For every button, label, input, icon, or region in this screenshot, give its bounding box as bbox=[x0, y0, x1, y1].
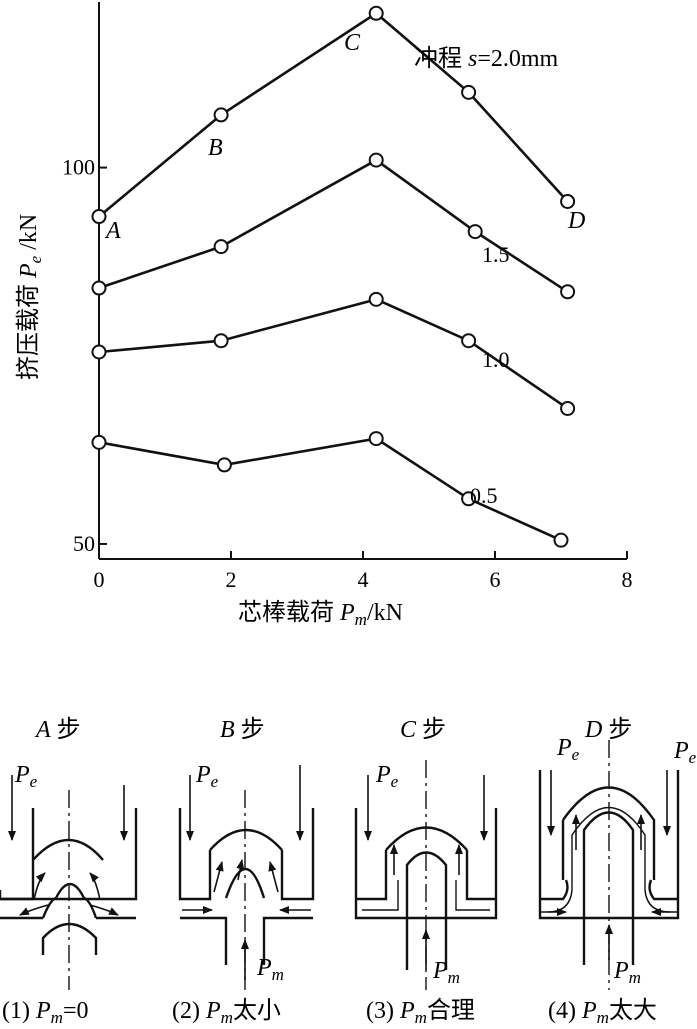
point-label-a: A bbox=[104, 218, 121, 244]
data-point bbox=[91, 434, 107, 450]
data-point bbox=[91, 280, 107, 296]
data-point bbox=[368, 152, 384, 168]
caption-1: (1) Pm=0 bbox=[2, 998, 88, 1027]
diagram-c-pe: Pe bbox=[375, 762, 399, 791]
x-tick-label: 2 bbox=[226, 567, 237, 592]
x-tick-label: 0 bbox=[94, 567, 105, 592]
y-tick-label: 100 bbox=[62, 155, 95, 180]
diagram-c-pm: Pm bbox=[432, 958, 460, 987]
diagram-title-b: B 步 bbox=[220, 716, 265, 743]
caption-2: (2) Pm太小 bbox=[172, 997, 281, 1027]
data-point bbox=[467, 224, 483, 240]
data-point bbox=[368, 431, 384, 447]
diagram-d-pm: Pm bbox=[613, 958, 641, 987]
series-label-0.5: 0.5 bbox=[470, 483, 498, 508]
data-point bbox=[560, 400, 576, 416]
data-point bbox=[368, 5, 384, 21]
stroke-annotation: 冲程 s=2.0mm bbox=[414, 45, 559, 72]
data-point bbox=[213, 239, 229, 255]
data-point bbox=[213, 333, 229, 349]
point-label-b: B bbox=[208, 135, 223, 161]
diagram-a-pe: Pe bbox=[14, 762, 38, 791]
caption-3: (3) Pm合理 bbox=[366, 997, 475, 1027]
caption-4: (4) Pm太大 bbox=[548, 997, 657, 1027]
diagram-title-c: C 步 bbox=[400, 716, 446, 743]
data-point bbox=[461, 333, 477, 349]
point-label-c: C bbox=[344, 30, 361, 56]
data-point bbox=[553, 532, 569, 548]
series-line-1.5 bbox=[98, 158, 569, 293]
diagram-a: Pe bbox=[0, 762, 138, 990]
line-chart: 0 2 4 6 8 100 50 1.5 1.0 0.5 A B C D 冲程 s=2.0… bbox=[15, 2, 633, 629]
series-line-2.0 bbox=[98, 11, 569, 218]
diagram-d-pe-left: Pe bbox=[556, 735, 580, 764]
diagram-title-a: A 步 bbox=[34, 716, 81, 743]
diagram-title-d: D 步 bbox=[584, 716, 632, 743]
data-point bbox=[461, 491, 477, 507]
series-label-1.0: 1.0 bbox=[482, 347, 510, 372]
data-point bbox=[560, 193, 576, 209]
x-tick-label: 4 bbox=[358, 567, 369, 592]
x-tick-label: 8 bbox=[622, 567, 633, 592]
data-point bbox=[368, 291, 384, 307]
diagram-b: Pe Pm bbox=[178, 762, 315, 990]
series-label-1.5: 1.5 bbox=[482, 242, 510, 267]
y-tick-label: 50 bbox=[73, 531, 95, 556]
diagram-c: Pe Pm bbox=[354, 760, 498, 990]
diagram-b-pm: Pm bbox=[256, 955, 284, 984]
data-point bbox=[461, 84, 477, 100]
diagram-d: Pe Pe Pm bbox=[538, 735, 697, 990]
y-axis-label: 挤压载荷 Pe /kN bbox=[15, 214, 45, 380]
diagram-d-pe-right: Pe bbox=[673, 738, 697, 767]
data-point bbox=[560, 284, 576, 300]
diagram-b-pe: Pe bbox=[195, 762, 219, 791]
point-label-d: D bbox=[567, 208, 585, 234]
x-tick-label: 6 bbox=[490, 567, 501, 592]
data-point bbox=[216, 457, 232, 473]
data-point bbox=[91, 209, 107, 225]
data-point bbox=[213, 107, 229, 123]
data-point bbox=[91, 344, 107, 360]
x-axis-label: 芯棒载荷 Pm/kN bbox=[238, 599, 403, 629]
